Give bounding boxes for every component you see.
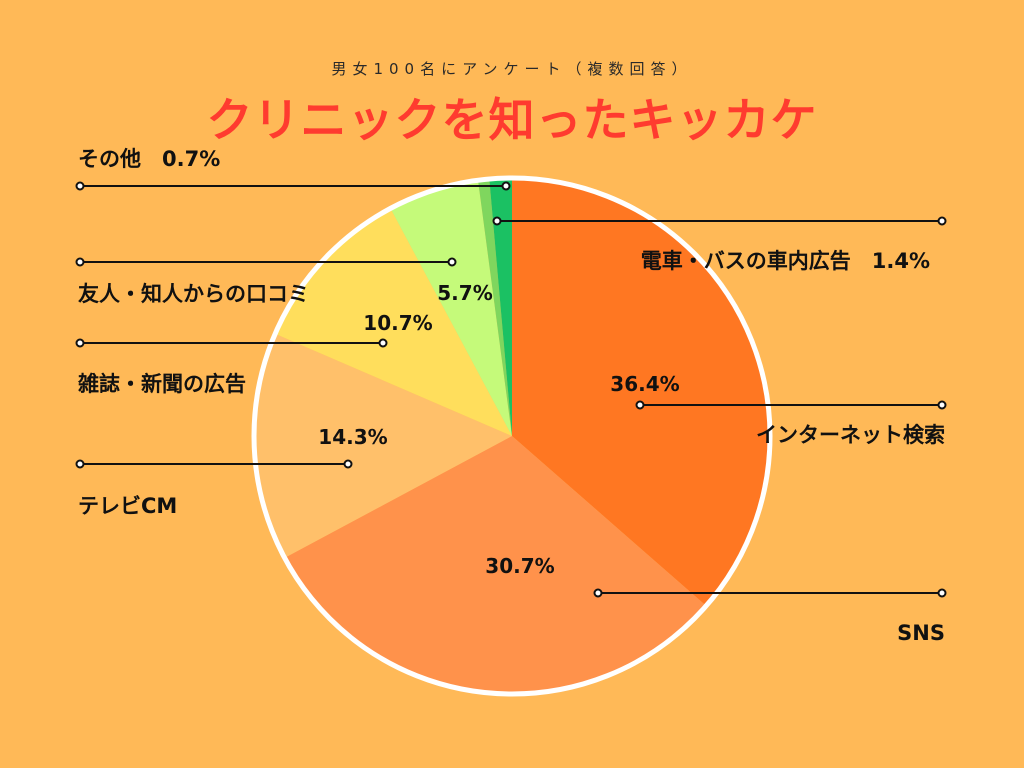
value-label-sns: 30.7% bbox=[485, 554, 554, 578]
pie-slice-internet bbox=[512, 178, 770, 606]
value-label-kuchikomi: 5.7% bbox=[437, 281, 492, 305]
pie-slice-zasshi bbox=[275, 208, 512, 436]
value-label-zasshi: 10.7% bbox=[363, 311, 432, 335]
leader-sonota bbox=[75, 181, 511, 191]
leader-sns bbox=[593, 588, 947, 598]
label-internet: インターネット検索 bbox=[756, 423, 945, 447]
chart-title: クリニックを知ったキッカケ bbox=[206, 93, 818, 147]
annotation-sonota: その他 0.7% bbox=[78, 147, 220, 171]
annotation-densha-bus: 電車・バスの車内広告 1.4% bbox=[641, 249, 930, 273]
chart-subtitle: 男女100名にアンケート（複数回答） bbox=[331, 60, 693, 78]
pie-rim bbox=[251, 175, 773, 697]
pie-slice-densha-bus bbox=[489, 178, 512, 436]
pie-slice-kuchikomi bbox=[390, 180, 512, 436]
label-zasshi: 雑誌・新聞の広告 bbox=[77, 372, 246, 396]
value-label-tv: 14.3% bbox=[318, 425, 387, 449]
leader-internet bbox=[635, 400, 947, 410]
leader-zasshi bbox=[75, 338, 388, 348]
label-sns: SNS bbox=[897, 621, 945, 645]
value-label-internet: 36.4% bbox=[610, 372, 679, 396]
pie-slice-sonota bbox=[478, 178, 512, 437]
pie-slice-tv bbox=[254, 333, 512, 558]
label-tv: テレビCM bbox=[78, 494, 177, 518]
leader-kuchikomi bbox=[75, 257, 457, 267]
leader-tv bbox=[75, 459, 353, 469]
label-kuchikomi: 友人・知人からの口コミ bbox=[78, 282, 309, 306]
leader-densha-bus bbox=[492, 216, 947, 226]
pie-slice-sns bbox=[284, 436, 707, 694]
